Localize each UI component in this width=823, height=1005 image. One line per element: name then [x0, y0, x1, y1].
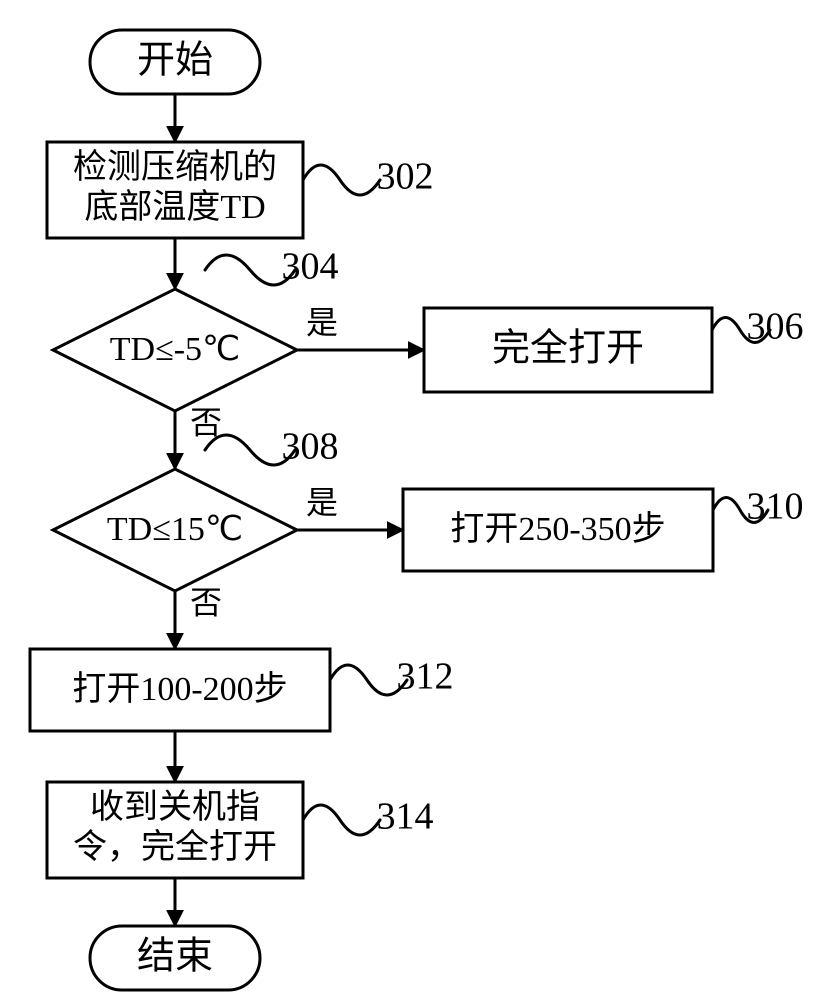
node-start: 开始	[90, 30, 260, 94]
callout-squiggle	[303, 805, 380, 835]
node-end-text: 结束	[137, 936, 213, 978]
node-n302-line0: 检测压缩机的	[73, 148, 277, 186]
edge-label-yes1: 是	[306, 304, 338, 340]
node-b314: 收到关机指令，完全打开	[47, 782, 303, 878]
ref-r308: 308	[282, 426, 339, 468]
node-b314-line0: 收到关机指	[90, 788, 260, 826]
node-b312-text: 打开100-200步	[72, 670, 287, 708]
ref-r302: 302	[377, 156, 434, 198]
ref-r310: 310	[747, 486, 804, 528]
ref-r314: 314	[377, 796, 434, 838]
node-b314-line1: 令，完全打开	[73, 828, 277, 866]
node-b310-text: 打开250-350步	[450, 510, 665, 548]
node-b312: 打开100-200步	[30, 649, 330, 731]
node-d308-text: TD≤15℃	[107, 511, 243, 548]
ref-r306: 306	[747, 306, 804, 348]
node-d308: TD≤15℃	[53, 469, 297, 591]
ref-r304: 304	[282, 246, 339, 288]
node-start-text: 开始	[137, 40, 213, 82]
callout-squiggle	[330, 665, 407, 695]
ref-r312: 312	[397, 656, 454, 698]
edge-label-no1: 否	[190, 404, 222, 440]
callout-squiggle	[303, 165, 380, 195]
node-n302-line1: 底部温度TD	[84, 188, 265, 226]
node-end: 结束	[90, 926, 260, 990]
flowchart-diagram: 开始检测压缩机的底部温度TD TD≤-5℃ 完全打开 TD≤15℃ 打开250-350步…	[0, 0, 823, 1000]
node-n302: 检测压缩机的底部温度TD	[47, 142, 303, 238]
node-d304-text: TD≤-5℃	[110, 331, 241, 368]
edge-label-no2: 否	[190, 584, 222, 620]
node-d304: TD≤-5℃	[53, 289, 297, 411]
node-b310: 打开250-350步	[403, 489, 713, 571]
node-b306: 完全打开	[424, 308, 712, 392]
edge-label-yes2: 是	[306, 484, 338, 520]
node-b306-text: 完全打开	[492, 328, 644, 370]
